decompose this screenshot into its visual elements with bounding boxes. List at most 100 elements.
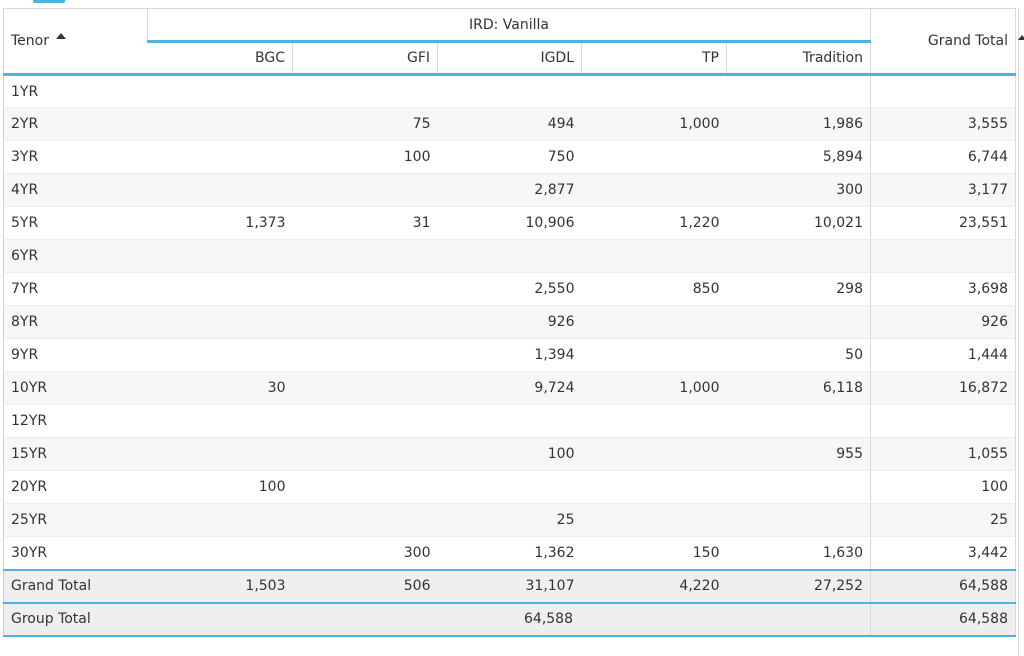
cell-tradition [726, 74, 871, 108]
cell-igdl: 750 [437, 140, 582, 174]
tenor-cell: 4YR [3, 173, 148, 207]
cell-igdl: 9,724 [437, 371, 582, 405]
cell-grand-total: 64,588 [870, 602, 1016, 637]
cell-grand-total: 1,055 [870, 437, 1016, 471]
cell-bgc [147, 305, 293, 339]
cell-gfi [292, 404, 438, 438]
table-row[interactable]: 8YR 926 926 [3, 305, 1016, 339]
table-row[interactable]: 1YR [3, 74, 1016, 108]
cell-bgc [147, 74, 293, 108]
table-row[interactable]: 3YR 100 750 5,894 6,744 [3, 140, 1016, 174]
cell-grand-total: 23,551 [870, 206, 1016, 240]
cell-tradition [726, 470, 871, 504]
cell-bgc: 100 [147, 470, 293, 504]
grand-total-row[interactable]: Grand Total 1,503 506 31,107 4,220 27,25… [3, 568, 1016, 604]
table-row[interactable]: 25YR 25 25 [3, 503, 1016, 537]
cell-igdl [437, 239, 582, 273]
cell-tp: 1,220 [581, 206, 727, 240]
cell-tradition: 300 [726, 173, 871, 207]
column-header-label: TP [702, 50, 719, 66]
cell-gfi [292, 74, 438, 108]
cell-tradition: 955 [726, 437, 871, 471]
cell-tradition: 10,021 [726, 206, 871, 240]
grand-total-column-header[interactable]: Grand Total [870, 8, 1016, 76]
cell-tradition: 298 [726, 272, 871, 306]
cell-tradition [726, 404, 871, 438]
tenor-cell: 6YR [3, 239, 148, 273]
tenor-cell: 12YR [3, 404, 148, 438]
cell-tp [581, 74, 727, 108]
cell-bgc [147, 239, 293, 273]
cell-tp [581, 140, 727, 174]
cell-tradition [726, 239, 871, 273]
cell-bgc [147, 272, 293, 306]
cell-tradition [726, 503, 871, 537]
tenor-cell: 5YR [3, 206, 148, 240]
group-total-row[interactable]: Group Total 64,588 64,588 [3, 602, 1016, 637]
cell-tradition: 1,630 [726, 536, 871, 570]
grand-total-header-label: Grand Total [927, 33, 1008, 49]
cell-gfi [292, 173, 438, 207]
cell-grand-total: 926 [870, 305, 1016, 339]
cell-tradition: 27,252 [726, 568, 871, 604]
cell-gfi [292, 503, 438, 537]
top-tab-marker [33, 0, 65, 3]
sort-ascending-icon[interactable] [55, 33, 66, 39]
table-row[interactable]: 30YR 300 1,362 150 1,630 3,442 [3, 536, 1016, 570]
tenor-cell: 25YR [3, 503, 148, 537]
table-row[interactable]: 2YR 75 494 1,000 1,986 3,555 [3, 107, 1016, 141]
table-row[interactable]: 7YR 2,550 850 298 3,698 [3, 272, 1016, 306]
cell-bgc [147, 140, 293, 174]
cell-igdl [437, 74, 582, 108]
tenor-header-label: Tenor [11, 33, 49, 49]
table-row[interactable]: 12YR [3, 404, 1016, 438]
cell-bgc [147, 173, 293, 207]
cell-tp [581, 338, 727, 372]
table-row[interactable]: 10YR 30 9,724 1,000 6,118 16,872 [3, 371, 1016, 405]
cell-bgc [147, 338, 293, 372]
table-row[interactable]: 5YR 1,373 31 10,906 1,220 10,021 23,551 [3, 206, 1016, 240]
cell-tp [581, 305, 727, 339]
grand-total-sort-icon[interactable] [1018, 35, 1024, 40]
cell-igdl: 1,394 [437, 338, 582, 372]
group-header[interactable]: IRD: Vanilla [147, 8, 871, 43]
table-row[interactable]: 15YR 100 955 1,055 [3, 437, 1016, 471]
cell-tp: 4,220 [581, 568, 727, 604]
tenor-cell: 15YR [3, 437, 148, 471]
table-row[interactable]: 4YR 2,877 300 3,177 [3, 173, 1016, 207]
column-header-igdl[interactable]: IGDL [437, 41, 582, 76]
column-header-tradition[interactable]: Tradition [726, 41, 871, 76]
table-row[interactable]: 9YR 1,394 50 1,444 [3, 338, 1016, 372]
tenor-column-header[interactable]: Tenor [3, 8, 148, 76]
cell-igdl: 2,877 [437, 173, 582, 207]
table-row[interactable]: 6YR [3, 239, 1016, 273]
tenor-cell: 7YR [3, 272, 148, 306]
column-header-bgc[interactable]: BGC [147, 41, 293, 76]
cell-tp: 850 [581, 272, 727, 306]
cell-grand-total: 3,698 [870, 272, 1016, 306]
cell-tradition: 50 [726, 338, 871, 372]
cell-gfi: 506 [292, 568, 438, 604]
cell-gfi [292, 437, 438, 471]
table-row[interactable]: 20YR 100 100 [3, 470, 1016, 504]
cell-grand-total [870, 239, 1016, 273]
cell-gfi [292, 371, 438, 405]
cell-bgc [147, 503, 293, 537]
cell-gfi [292, 470, 438, 504]
cell-grand-total: 6,744 [870, 140, 1016, 174]
cell-grand-total: 3,442 [870, 536, 1016, 570]
cell-gfi: 300 [292, 536, 438, 570]
cell-bgc [147, 536, 293, 570]
cell-tp [581, 404, 727, 438]
cell-gfi [292, 239, 438, 273]
column-header-tp[interactable]: TP [581, 41, 727, 76]
group-total-label: Group Total [3, 602, 148, 637]
cell-igdl: 926 [437, 305, 582, 339]
tenor-cell: 10YR [3, 371, 148, 405]
column-header-gfi[interactable]: GFI [292, 41, 438, 76]
cell-grand-total [870, 74, 1016, 108]
cell-igdl: 2,550 [437, 272, 582, 306]
cell-bgc: 1,503 [147, 568, 293, 604]
cell-grand-total: 1,444 [870, 338, 1016, 372]
cell-igdl: 10,906 [437, 206, 582, 240]
